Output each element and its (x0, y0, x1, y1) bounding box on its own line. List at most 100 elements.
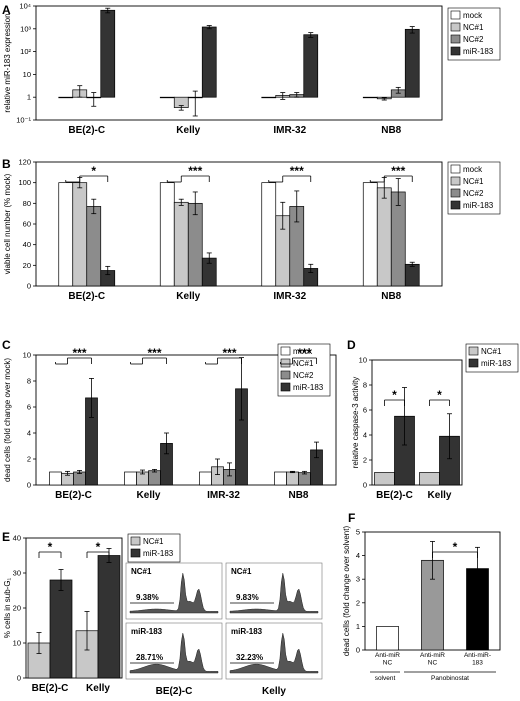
bar (404, 28, 420, 98)
legend-swatch (468, 346, 479, 356)
y-axis-label: dead cells (fold change over mock) (3, 358, 12, 482)
category-label: BE(2)-C (55, 490, 92, 501)
legend-entry: mock (293, 347, 313, 356)
histogram-column-label: Kelly (262, 686, 286, 697)
category-label: BE(2)-C (32, 683, 69, 694)
plot-frame (35, 5, 443, 121)
category-label: Kelly (176, 125, 200, 136)
bar (124, 471, 137, 486)
y-tick-label: 6 (363, 406, 367, 415)
plot-frame (35, 354, 337, 486)
y-tick-label: 80 (23, 199, 31, 208)
significance-star: * (48, 540, 53, 554)
y-axis-label: relative miR-183 expression (3, 13, 12, 112)
group-label: solvent (375, 675, 396, 682)
panel-label-a: A (2, 3, 11, 17)
significance-star: * (96, 540, 101, 554)
y-tick-label: 10² (20, 47, 31, 56)
significance-star: * (91, 164, 96, 178)
bar (404, 263, 420, 287)
legend-swatch (280, 370, 291, 380)
bar (376, 626, 399, 651)
y-tick-label: 4 (356, 551, 360, 560)
y-axis-label: relative caspase-3 activity (351, 377, 360, 469)
y-tick-label: 10³ (20, 24, 31, 33)
legend-swatch (130, 536, 141, 546)
significance-star: * (392, 388, 397, 402)
panel-label-c: C (2, 338, 11, 352)
legend-entry: mock (463, 165, 483, 174)
legend-swatch (450, 46, 461, 56)
y-tick-label: 40 (23, 240, 31, 249)
y-axis-label: % cells in sub-G₁ (3, 577, 12, 638)
y-tick-label: 4 (27, 429, 31, 438)
bar (261, 96, 277, 99)
histogram-trace (129, 632, 219, 674)
significance-star: * (437, 388, 442, 402)
category-label: IMR-32 (273, 125, 306, 136)
significance-star: *** (72, 346, 86, 360)
bar (173, 201, 189, 287)
group-label: Panobinostat (431, 675, 469, 682)
legend-swatch (450, 200, 461, 210)
y-tick-label: 1 (356, 622, 360, 631)
panel-label-b: B (2, 157, 11, 171)
histogram-percentage: 32.23% (236, 653, 263, 662)
legend-swatch (468, 358, 479, 368)
y-tick-label: 120 (18, 158, 31, 167)
y-tick-label: 10⁴ (19, 2, 31, 11)
y-tick-label: 30 (13, 569, 21, 578)
category-label: NB8 (381, 125, 401, 136)
category-label: BE(2)-C (68, 291, 105, 302)
category-label: IMR-32 (273, 291, 306, 302)
bar (159, 96, 175, 99)
y-tick-label: 10 (359, 356, 367, 365)
y-tick-label: 10 (23, 351, 31, 360)
legend-swatch (280, 382, 291, 392)
bar (298, 472, 311, 486)
bar (274, 471, 287, 486)
category-label: Anti-miR- (464, 652, 491, 659)
plot-frame (371, 359, 463, 486)
legend-entry: miR-183 (463, 201, 494, 210)
category-label: NC (383, 660, 393, 667)
bar (58, 182, 74, 287)
legend-entry: NC#1 (463, 177, 484, 186)
y-tick-label: 10 (23, 70, 31, 79)
bar (390, 191, 406, 287)
y-tick-label: 0 (27, 282, 31, 291)
panel-label-f: F (348, 511, 355, 525)
bar (49, 579, 73, 679)
legend-entry: NC#1 (463, 23, 484, 32)
y-tick-label: 20 (23, 261, 31, 270)
y-tick-label: 1 (27, 93, 31, 102)
category-label: 183 (472, 660, 483, 667)
y-tick-label: 3 (356, 575, 360, 584)
histogram-trace (229, 572, 319, 614)
y-tick-label: 2 (363, 456, 367, 465)
bar (72, 182, 88, 287)
bar (148, 470, 161, 486)
panel-label-d: D (347, 338, 356, 352)
histogram-percentage: 28.71% (136, 653, 163, 662)
legend-entry: NC#1 (481, 347, 502, 356)
y-tick-label: 0 (17, 674, 21, 683)
histogram-frame (125, 562, 223, 620)
significance-star: * (453, 540, 458, 554)
bar (419, 472, 440, 486)
histogram-sample-label: miR-183 (231, 627, 263, 636)
bar (159, 182, 175, 287)
y-tick-label: 0 (363, 481, 367, 490)
y-axis-label: viable cell number (% mock) (3, 173, 12, 274)
y-tick-label: 8 (363, 381, 367, 390)
bar (201, 26, 217, 98)
legend-swatch (450, 34, 461, 44)
category-label: BE(2)-C (376, 490, 413, 501)
legend-swatch (450, 176, 461, 186)
legend-entry: NC#2 (463, 35, 484, 44)
legend-entry: miR-183 (293, 383, 324, 392)
bar (58, 96, 74, 99)
significance-star: *** (222, 346, 236, 360)
y-tick-label: 2 (27, 455, 31, 464)
